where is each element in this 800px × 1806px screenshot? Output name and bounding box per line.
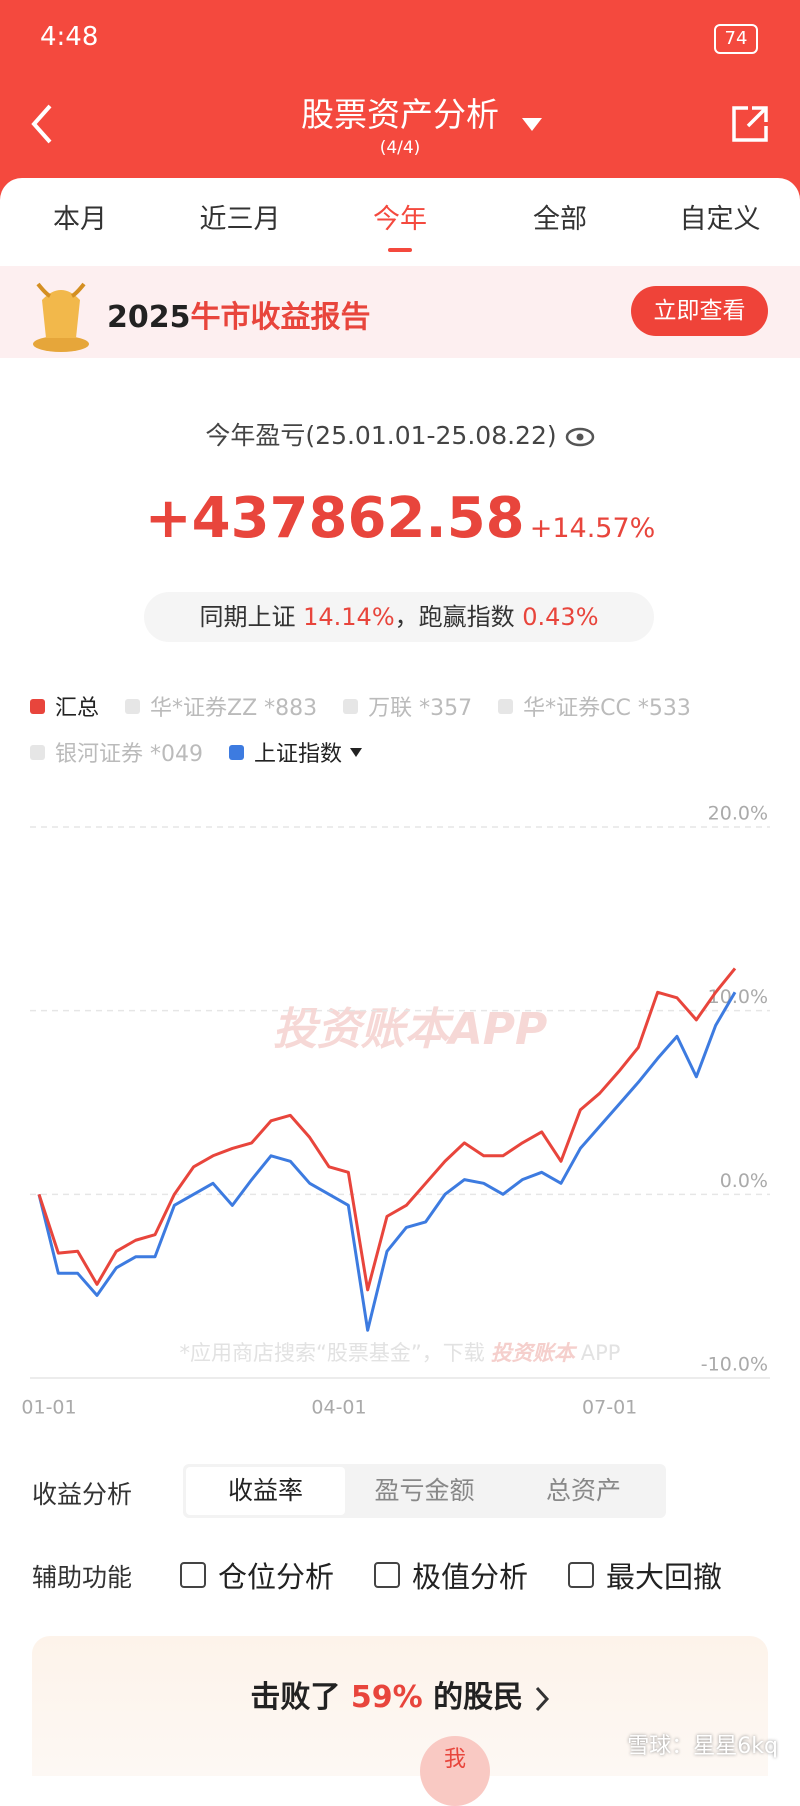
page-index: (4/4) [379,138,421,158]
index-return: 14.14% [303,603,395,631]
checkbox[interactable] [180,1562,206,1588]
footnote: *应用商店搜索“股票基金”，下载 投资账本 APP [180,1341,621,1365]
legend-item[interactable]: 银河证券 *049 [30,738,203,767]
tool-label: 最大回撤 [606,1560,723,1594]
legend-item[interactable]: 华*证券CC *533 [498,692,691,721]
tab[interactable]: 今年 [320,178,480,264]
tab[interactable]: 近三月 [199,204,281,235]
chevron [535,1686,549,1711]
legend-item[interactable]: 上证指数 [229,738,363,767]
y-tick-label: -10.0% [701,1354,768,1376]
excess-return: 0.43% [522,603,599,631]
view-button[interactable]: 立即查看 [631,286,768,336]
header-bg [0,0,800,200]
legend-swatch [125,698,141,714]
tool-option[interactable]: 仓位分析 [180,1554,334,1596]
comparison-pill: 同期上证 14.14%，跑赢指数 0.43% [144,592,654,642]
beat-label: ，跑赢指数 [394,603,515,631]
tab-bar: 本月 近三月 今年 全部 自定义 [0,178,800,264]
dropdown-icon[interactable] [522,118,542,132]
checkbox[interactable] [374,1562,401,1588]
page-title[interactable]: 股票资产分析 [301,95,499,134]
legend-swatch [498,698,514,714]
chart: 投资账本APP*应用商店搜索“股票基金”，下载 投资账本 APP -10.0%0.0%… [21,803,770,1419]
period-label: 今年盈亏(25.01.01-25.08.22) [0,416,800,452]
segment[interactable]: 收益率 [186,1467,345,1515]
profit-amount: +437862.58 [144,486,525,551]
segment[interactable]: 盈亏金额 [374,1476,475,1505]
tab[interactable]: 自定义 [679,204,761,235]
back-button[interactable] [28,102,58,146]
legend-label: 华*证券CC *533 [523,696,691,721]
checkbox[interactable] [568,1562,595,1588]
tab[interactable]: 全部 [533,204,587,235]
legend-swatch [229,744,244,760]
x-tick-label: 07-01 [582,1397,637,1419]
tools-label: 辅助功能 [32,1563,133,1592]
legend-label: 上证指数 [254,742,343,767]
tool-label: 仓位分析 [218,1560,335,1594]
tool-option[interactable]: 最大回撤 [568,1554,722,1596]
bull-icon [33,282,89,352]
analysis-label: 收益分析 [32,1480,133,1509]
eye-icon[interactable] [565,427,595,447]
legend-label: 银河证券 *049 [55,742,203,767]
x-tick-label: 01-01 [21,1397,76,1419]
battery: 74 [714,24,758,54]
series-line [37,967,737,1292]
watermark: 投资账本APP [273,1004,548,1055]
compare-label: 同期上证 [199,603,296,631]
legend-label: 华*证券ZZ *883 [150,696,318,721]
rank-prefix: 击败了 [250,1680,341,1715]
footnote-part: 投资账本 [491,1341,578,1365]
banner-year: 2025 [107,300,191,335]
legend-arrow [350,747,363,757]
y-tick-label: 10.0% [708,986,768,1008]
legend-swatch [30,698,45,714]
legend-item[interactable]: 万联 *357 [343,692,473,721]
legend-label: 万联 *357 [368,696,473,721]
y-tick-label: 0.0% [720,1170,768,1192]
tool-label: 极值分析 [412,1560,529,1594]
banner-title: 牛市收益报告 [190,300,371,335]
series-line [37,991,737,1332]
segmented-control: 收益率 盈亏金额 总资产 [183,1464,666,1518]
profit-percent: +14.57% [529,513,656,544]
footnote-part: *应用商店搜索“股票基金”，下载 [180,1341,485,1365]
legend-item[interactable]: 汇总 [30,692,100,721]
legend-swatch [30,744,45,760]
period: 今年盈亏(25.01.01-25.08.22) [205,421,557,450]
legend-swatch [343,698,359,714]
x-tick-label: 04-01 [311,1397,366,1419]
banner[interactable]: 2025牛市收益报告 立即查看 [0,266,800,358]
legend-item[interactable]: 华*证券ZZ *883 [125,692,318,721]
legend-label: 汇总 [55,696,100,721]
rank-suffix: 的股民 [433,1680,524,1715]
rank-card [32,1636,768,1776]
share-button[interactable] [730,104,770,144]
tab[interactable]: 本月 [53,204,107,235]
y-tick-label: 20.0% [708,803,768,825]
tool-option[interactable]: 极值分析 [374,1554,528,1596]
clock: 4:48 [40,22,99,52]
segment[interactable]: 总资产 [545,1476,621,1505]
credit-watermark: 雪球：星星6kq [627,1734,778,1759]
rank-value: 59% [350,1680,423,1715]
legend: 汇总 华*证券ZZ *883 万联 *357 华*证券CC *533 银河证券 *049… [30,692,750,767]
rank-text[interactable]: 击败了 59% 的股民 [0,1672,800,1716]
me-marker: 我 [420,1736,490,1806]
footnote-part: APP [581,1341,621,1365]
tools: 仓位分析 极值分析 最大回撤 [180,1554,722,1596]
